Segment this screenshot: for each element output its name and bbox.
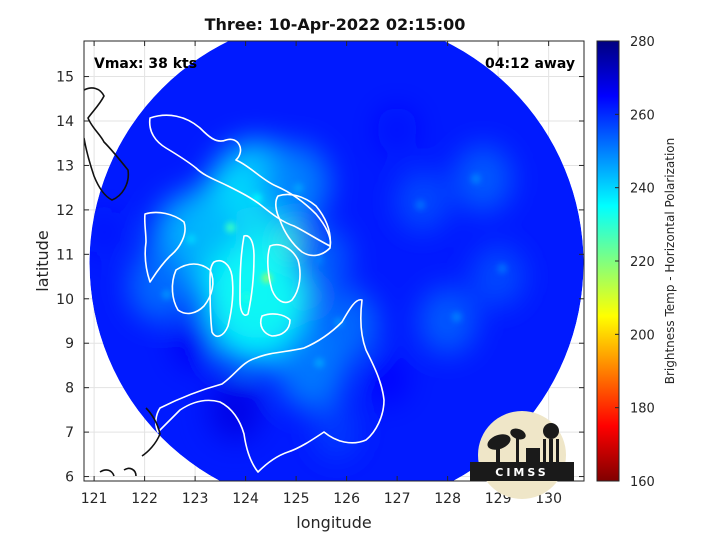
- swath-feature: [471, 246, 525, 307]
- swath-speck: [415, 200, 426, 210]
- y-tick-label: 10: [56, 292, 74, 308]
- x-tick-label: 125: [283, 491, 310, 507]
- coastline-palawan: [141, 407, 161, 457]
- swath-speck: [333, 317, 344, 328]
- coastline-sw-islands: [99, 467, 137, 477]
- colorbar: 160 180 200 220 240 260 280 Brightness Temp - …: [596, 35, 677, 490]
- swath-feature: [276, 329, 347, 410]
- x-tick-label: 127: [384, 491, 411, 507]
- swath-feature: [171, 316, 219, 371]
- swath-speck: [225, 222, 236, 233]
- colorbar-tick-label: 220: [630, 255, 655, 270]
- y-tick-label: 6: [65, 470, 74, 486]
- logo-text: CIMSS: [495, 466, 548, 479]
- chart-title: Three: 10-Apr-2022 02:15:00: [205, 15, 466, 34]
- x-tick-label: 130: [535, 491, 562, 507]
- coastline-bohol: [259, 313, 291, 337]
- colorbar-label: Brightness Temp - Horizontal Polarizatio…: [663, 138, 677, 385]
- time-offset-annotation: 04:12 away: [485, 56, 575, 72]
- swath-speck: [241, 292, 252, 303]
- x-tick-label: 126: [333, 491, 360, 507]
- swath-feature: [201, 240, 311, 366]
- coastline-mindanao: [155, 298, 385, 473]
- colorbar-tick-label: 160: [630, 475, 655, 490]
- y-tick-label: 11: [56, 247, 74, 263]
- swath-speck: [470, 173, 481, 184]
- swath-speck: [161, 289, 172, 300]
- colorbar-tick-label: 200: [630, 328, 655, 343]
- coastline-cebu: [239, 234, 255, 316]
- colorbar-tick-label: 240: [630, 182, 655, 197]
- y-tick-label: 15: [56, 70, 74, 86]
- swath-feature: [376, 105, 418, 154]
- swath-speck: [497, 263, 508, 274]
- coastline-luzon-west: [84, 87, 130, 201]
- swath-feature: [127, 248, 192, 323]
- colorbar-tick-label: 260: [630, 108, 655, 123]
- x-axis: 121 122 123 124 125 126 127 128 129 130: [81, 41, 562, 507]
- swath-speck: [293, 183, 304, 194]
- swath-feature: [312, 404, 361, 460]
- vmax-annotation: Vmax: 38 kts: [94, 56, 197, 72]
- x-tick-label: 128: [434, 491, 461, 507]
- coastline-panay: [171, 263, 214, 315]
- y-axis-label: latitude: [33, 230, 52, 291]
- y-tick-label: 9: [65, 336, 74, 352]
- swath-feature: [453, 145, 513, 213]
- coastlines: [84, 87, 385, 477]
- colorbar-ticks: 160 180 200 220 240 260 280: [615, 35, 655, 490]
- swath-speck: [186, 234, 197, 244]
- x-tick-label: 122: [131, 491, 158, 507]
- colorbar-tick-label: 280: [630, 35, 655, 50]
- x-tick-label: 121: [81, 491, 108, 507]
- y-tick-label: 13: [56, 158, 74, 174]
- coastline-leyte: [267, 244, 301, 304]
- coastline-mindoro: [143, 211, 186, 283]
- coastline-negros: [209, 260, 234, 338]
- x-tick-label: 124: [232, 491, 259, 507]
- coastline-samar: [275, 193, 332, 257]
- colorbar-tick-label: 180: [630, 402, 655, 417]
- swath-speck: [314, 357, 325, 368]
- swath-feature: [418, 287, 477, 355]
- y-tick-label: 14: [56, 114, 74, 130]
- y-axis: 6 7 8 9 10 11 12 13 14 15: [56, 70, 584, 486]
- swath-feature: [364, 353, 410, 405]
- y-tick-label: 7: [65, 425, 74, 441]
- swath-speck: [451, 312, 462, 322]
- plot-area: [83, 40, 585, 482]
- swath-speck: [313, 254, 324, 265]
- swath-feature: [209, 379, 262, 441]
- cimss-logo-icon: CIMSS: [470, 411, 574, 499]
- y-tick-label: 12: [56, 203, 74, 219]
- x-axis-label: longitude: [296, 513, 371, 532]
- x-tick-label: 123: [182, 491, 209, 507]
- y-tick-label: 8: [65, 381, 74, 397]
- plot-frame: [83, 40, 585, 482]
- swath-feature: [89, 211, 123, 253]
